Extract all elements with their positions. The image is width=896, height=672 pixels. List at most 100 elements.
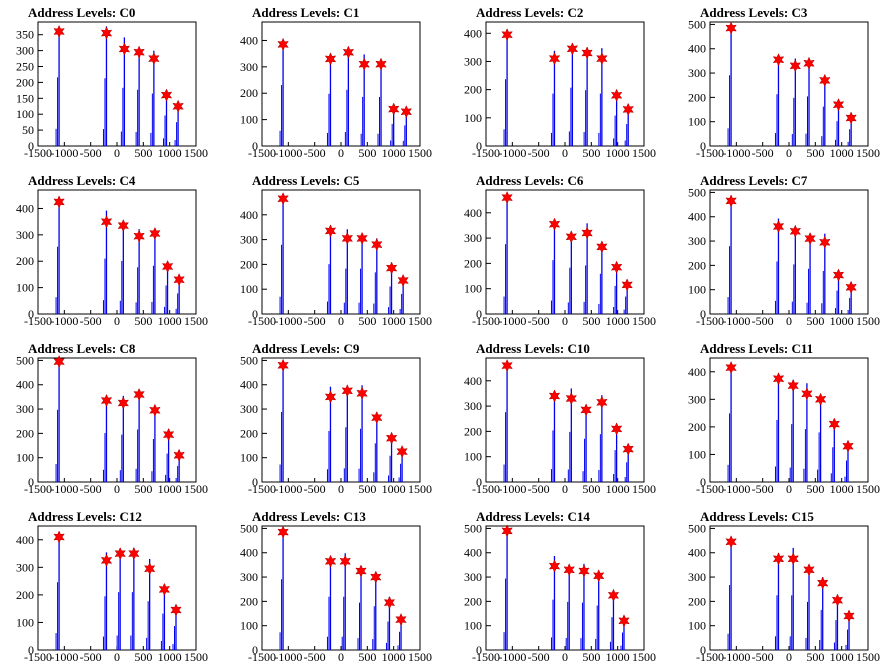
peak-marker — [610, 88, 623, 102]
peak-marker — [277, 525, 289, 539]
peak-marker — [118, 42, 131, 56]
peak-marker — [148, 51, 160, 66]
x-tick-label: 1000 — [158, 482, 182, 496]
x-tick-label: 1500 — [408, 482, 432, 496]
x-tick-label: 1000 — [382, 650, 406, 664]
x-tick-label: 1500 — [856, 482, 880, 496]
y-tick-label: 400 — [464, 374, 482, 388]
peak-marker — [160, 88, 173, 102]
peak-marker — [596, 395, 608, 409]
plot-frame — [261, 189, 421, 315]
plot-frame — [37, 357, 197, 483]
x-tick-label: 1500 — [856, 650, 880, 664]
y-tick-label: 500 — [688, 185, 706, 199]
x-tick-label: 1500 — [632, 314, 656, 328]
chart-title: Address Levels: C8 — [28, 341, 136, 356]
y-tick-label: 500 — [16, 353, 34, 367]
x-tick-label: 0 — [114, 482, 120, 496]
peak-marker — [133, 45, 145, 59]
y-tick-label: 100 — [240, 113, 258, 127]
plot-frame — [485, 189, 645, 315]
peak-marker — [725, 535, 737, 549]
y-tick-label: 150 — [16, 91, 34, 105]
histogram-plot: 0 100 200 300 400 -1500-1000 -500 0 500 1000 1500 — [464, 357, 656, 496]
x-tick-label: -500 — [528, 146, 550, 160]
chart-title: Address Levels: C14 — [476, 509, 590, 524]
plot-frame — [485, 525, 645, 651]
peak-marker — [580, 403, 592, 417]
x-tick-label: -1500 — [24, 146, 52, 160]
peak-marker — [831, 593, 844, 607]
y-tick-label: 100 — [688, 283, 706, 297]
y-tick-label: 400 — [688, 210, 706, 224]
peak-marker — [565, 391, 578, 406]
chart-title: Address Levels: C15 — [700, 509, 814, 524]
peak-marker — [819, 235, 831, 249]
peak-marker — [565, 230, 578, 244]
peak-marker — [342, 45, 355, 59]
x-tick-label: -1000 — [498, 146, 526, 160]
x-tick-label: 500 — [134, 146, 152, 160]
x-tick-label: 500 — [806, 482, 824, 496]
x-tick-label: 1500 — [408, 314, 432, 328]
y-tick-label: 400 — [688, 42, 706, 56]
y-tick-label: 100 — [688, 447, 706, 461]
y-tick-label: 0 — [700, 643, 706, 657]
x-tick-label: 1500 — [856, 146, 880, 160]
histogram-plot: 0 100 200 300 400 -1500-1000 -500 0 500 1000 1500 — [16, 189, 208, 328]
peak-marker — [828, 417, 841, 431]
x-tick-label: 1500 — [184, 650, 208, 664]
peak-marker — [787, 552, 799, 566]
histogram-plot: 0 100 200 300 400 -1500-1000 -500 0 500 1000 1500 — [464, 21, 656, 160]
y-tick-label: 300 — [240, 402, 258, 416]
peak-marker — [772, 372, 785, 386]
y-tick-label: 300 — [464, 231, 482, 245]
y-tick-label: 400 — [16, 378, 34, 392]
plot-frame — [709, 21, 869, 147]
y-tick-label: 0 — [476, 139, 482, 153]
peak-marker — [819, 73, 831, 88]
x-tick-label: 1500 — [632, 650, 656, 664]
histogram-plot: 0 100 200 300 400 -1500-1000 -500 0 500 1000 1500 — [688, 357, 880, 496]
peak-marker — [725, 21, 737, 35]
x-tick-label: -500 — [752, 482, 774, 496]
peak-marker — [173, 448, 185, 462]
peak-marker — [277, 37, 289, 52]
x-tick-label: -1500 — [248, 314, 276, 328]
x-tick-label: -1500 — [472, 146, 500, 160]
peak-marker — [385, 261, 398, 275]
peak-marker — [725, 360, 737, 375]
y-tick-label: 200 — [688, 594, 706, 608]
y-tick-label: 500 — [240, 353, 258, 367]
chart-title: Address Levels: C6 — [476, 173, 584, 188]
x-tick-label: 1000 — [382, 314, 406, 328]
y-tick-label: 0 — [28, 307, 34, 321]
peak-marker — [339, 554, 351, 568]
plot-frame — [261, 525, 421, 651]
y-tick-label: 200 — [240, 594, 258, 608]
y-tick-label: 500 — [240, 521, 258, 535]
y-tick-label: 400 — [464, 546, 482, 560]
y-tick-label: 400 — [240, 546, 258, 560]
y-tick-label: 100 — [464, 111, 482, 125]
peak-marker — [324, 554, 337, 568]
y-tick-label: 100 — [16, 281, 34, 295]
x-tick-label: -1000 — [50, 146, 78, 160]
x-tick-label: -500 — [304, 650, 326, 664]
x-tick-label: -1500 — [472, 482, 500, 496]
peak-marker — [610, 422, 623, 436]
histogram-plot: 0 100 200 300 400 -1500-1000 -500 0 500 1000 1500 — [240, 189, 432, 328]
x-tick-label: -500 — [80, 146, 102, 160]
peak-marker — [566, 42, 579, 56]
y-tick-label: 400 — [16, 533, 34, 547]
x-tick-label: -1500 — [696, 482, 724, 496]
x-tick-label: 500 — [358, 146, 376, 160]
y-tick-label: 100 — [240, 282, 258, 296]
y-tick-label: 200 — [240, 86, 258, 100]
y-tick-label: 300 — [688, 570, 706, 584]
histogram-panel: Address Levels: C0 0 50 100 150 200 250 300 350 -… — [0, 0, 224, 168]
peak-marker — [324, 52, 337, 66]
peak-marker — [832, 98, 845, 112]
peak-marker — [618, 614, 630, 628]
x-tick-label: -500 — [304, 146, 326, 160]
